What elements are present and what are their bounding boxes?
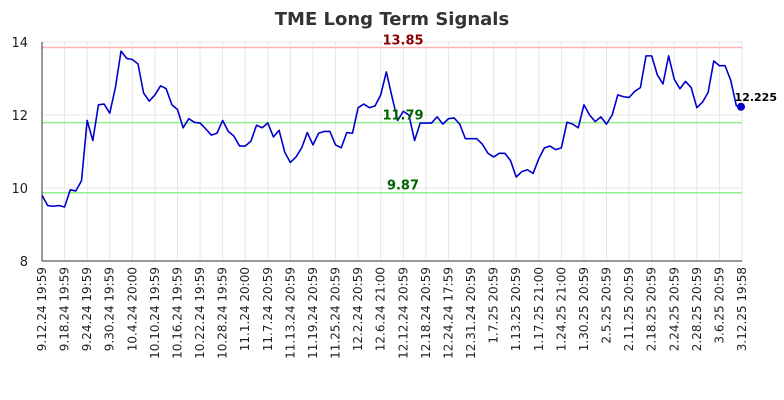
x-tick-label: 9.12.24 19:59	[35, 267, 49, 351]
labels: 9.12.24 19:59 9.18.24 19:59 9.24.24 19:59 9…	[11, 33, 777, 358]
x-tick-label: 3.12.25 19:58	[735, 267, 749, 351]
reference-line-label: 9.87	[387, 179, 419, 194]
grid	[41, 41, 743, 262]
x-tick-label: 12.24.24 17:59	[441, 267, 455, 359]
reference-line-label: 11.79	[382, 109, 423, 124]
x-tick-label: 1.13.25 20:59	[509, 267, 523, 351]
x-tick-label: 10.16.24 19:59	[170, 267, 184, 359]
x-tick-label: 12.12.24 20:59	[396, 267, 410, 359]
x-tick-label: 2.5.25 20:59	[600, 267, 614, 344]
x-tick-label: 11.1.24 20:00	[238, 267, 252, 351]
axes	[41, 42, 742, 262]
x-tick-label: 11.13.24 20:59	[283, 267, 297, 359]
x-tick-label: 11.25.24 20:59	[329, 267, 343, 359]
series-layer	[41, 50, 745, 208]
x-tick-label: 1.30.25 20:59	[577, 267, 591, 351]
chart-title: TME Long Term Signals	[275, 9, 509, 30]
x-tick-label: 10.4.24 20:00	[125, 267, 139, 351]
x-tick-label: 1.24.25 21:00	[554, 267, 568, 351]
x-tick-label: 2.24.25 20:59	[667, 267, 681, 351]
x-tick-label: 12.18.24 20:59	[419, 267, 433, 359]
y-tick-label: 8	[20, 255, 28, 270]
x-tick-label: 9.30.24 19:59	[103, 267, 117, 351]
x-tick-label: 2.11.25 20:59	[622, 267, 636, 351]
x-tick-label: 9.18.24 19:59	[58, 267, 72, 351]
x-tick-label: 12.31.24 20:59	[464, 267, 478, 359]
last-value-label: 12.225	[735, 91, 777, 104]
x-tick-label: 2.28.25 20:59	[690, 267, 704, 351]
x-tick-label: 1.17.25 21:00	[532, 267, 546, 351]
x-tick-label: 1.7.25 20:59	[487, 267, 501, 344]
x-tick-label: 3.6.25 20:59	[712, 267, 726, 344]
last-point-marker	[737, 102, 745, 111]
x-tick-label: 10.10.24 19:59	[148, 267, 162, 359]
reference-lines	[42, 46, 742, 194]
x-tick-label: 12.2.24 20:59	[351, 267, 365, 351]
x-tick-label: 10.22.24 19:59	[193, 267, 207, 359]
y-tick-label: 14	[11, 36, 28, 51]
x-tick-label: 2.18.25 20:59	[645, 267, 659, 351]
y-tick-label: 12	[11, 109, 28, 124]
x-tick-label: 12.6.24 21:00	[374, 267, 388, 351]
reference-line-label: 13.85	[382, 33, 423, 48]
x-tick-label: 11.7.24 20:59	[261, 267, 275, 351]
series-line	[41, 50, 743, 208]
x-tick-label: 11.19.24 20:59	[306, 267, 320, 359]
x-tick-label: 9.24.24 19:59	[80, 267, 94, 351]
x-tick-label: 10.28.24 19:59	[216, 267, 230, 359]
y-tick-label: 10	[11, 182, 28, 197]
